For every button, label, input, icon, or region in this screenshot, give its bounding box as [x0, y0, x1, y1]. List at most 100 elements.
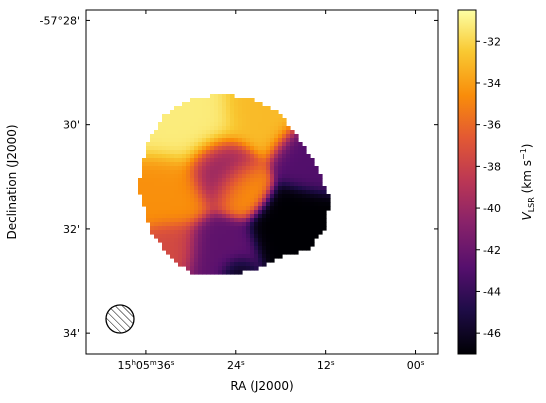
heatmap-cell — [298, 214, 303, 219]
heatmap-cell — [202, 102, 207, 107]
heatmap-cell — [158, 174, 163, 179]
heatmap-cell — [214, 210, 219, 215]
heatmap-cell — [290, 246, 295, 251]
heatmap-cell — [178, 110, 183, 115]
heatmap-cell — [226, 170, 231, 175]
heatmap-cell — [198, 194, 203, 199]
heatmap-cell — [258, 174, 263, 179]
heatmap-cell — [206, 270, 211, 275]
heatmap-cell — [274, 122, 279, 127]
heatmap-cell — [190, 98, 195, 103]
heatmap-cell — [226, 158, 231, 163]
heatmap-cell — [278, 138, 283, 143]
heatmap-cell — [250, 158, 255, 163]
heatmap-cell — [158, 166, 163, 171]
heatmap-cell — [190, 114, 195, 119]
heatmap-cell — [274, 162, 279, 167]
heatmap-cell — [242, 110, 247, 115]
heatmap-cell — [182, 250, 187, 255]
heatmap-cell — [210, 166, 215, 171]
heatmap-cell — [254, 166, 259, 171]
heatmap-cell — [226, 190, 231, 195]
heatmap-cell — [150, 142, 155, 147]
heatmap-cell — [150, 182, 155, 187]
heatmap-cell — [198, 258, 203, 263]
heatmap-cell — [190, 146, 195, 151]
heatmap-cell — [214, 106, 219, 111]
heatmap-cell — [190, 130, 195, 135]
heatmap-cell — [142, 178, 147, 183]
heatmap-cell — [238, 102, 243, 107]
heatmap-cell — [178, 174, 183, 179]
heatmap-cell — [198, 134, 203, 139]
heatmap-cell — [206, 154, 211, 159]
heatmap-cell — [214, 270, 219, 275]
heatmap-cell — [162, 146, 167, 151]
heatmap-cell — [206, 170, 211, 175]
heatmap-cell — [226, 202, 231, 207]
heatmap-cell — [174, 182, 179, 187]
heatmap-cell — [210, 218, 215, 223]
heatmap-cell — [278, 230, 283, 235]
heatmap-cell — [178, 142, 183, 147]
heatmap-cell — [170, 162, 175, 167]
heatmap-cell — [246, 122, 251, 127]
heatmap-cell — [246, 194, 251, 199]
heatmap-cell — [310, 174, 315, 179]
heatmap-cell — [194, 154, 199, 159]
heatmap-cell — [286, 182, 291, 187]
heatmap-cell — [218, 226, 223, 231]
colorbar-label-unit: (km s — [520, 160, 534, 197]
heatmap-cell — [298, 222, 303, 227]
heatmap-cell — [322, 210, 327, 215]
heatmap-cell — [162, 134, 167, 139]
heatmap-cell — [250, 186, 255, 191]
heatmap-cell — [258, 230, 263, 235]
heatmap-cell — [202, 218, 207, 223]
heatmap-cell — [214, 250, 219, 255]
heatmap-cell — [274, 222, 279, 227]
heatmap-cell — [238, 230, 243, 235]
heatmap-cell — [230, 170, 235, 175]
heatmap-cell — [258, 202, 263, 207]
heatmap-cell — [178, 194, 183, 199]
heatmap-cell — [166, 234, 171, 239]
heatmap-cell — [218, 206, 223, 211]
heatmap-cell — [294, 182, 299, 187]
heatmap-cell — [222, 182, 227, 187]
heatmap-cell — [314, 218, 319, 223]
heatmap-cell — [158, 146, 163, 151]
heatmap-cell — [294, 178, 299, 183]
heatmap-cell — [322, 214, 327, 219]
heatmap-cell — [250, 154, 255, 159]
heatmap-cell — [230, 166, 235, 171]
heatmap-cell — [190, 178, 195, 183]
heatmap-cell — [190, 230, 195, 235]
colorbar-tick-label: -32 — [483, 35, 501, 48]
heatmap-cell — [234, 242, 239, 247]
heatmap-cell — [286, 190, 291, 195]
heatmap-cell — [274, 246, 279, 251]
heatmap-cell — [142, 194, 147, 199]
heatmap-cell — [186, 194, 191, 199]
heatmap-cell — [210, 126, 215, 131]
heatmap-cell — [178, 246, 183, 251]
heatmap-cell — [258, 238, 263, 243]
heatmap-cell — [158, 130, 163, 135]
heatmap-cell — [242, 242, 247, 247]
heatmap-cell — [230, 190, 235, 195]
y-tick-label: -57°28' — [40, 14, 81, 27]
heatmap-cell — [150, 134, 155, 139]
heatmap-cell — [174, 154, 179, 159]
heatmap-cell — [210, 226, 215, 231]
heatmap-cell — [214, 150, 219, 155]
heatmap-cell — [266, 110, 271, 115]
heatmap-cell — [210, 122, 215, 127]
heatmap-cell — [154, 218, 159, 223]
heatmap-cell — [178, 210, 183, 215]
heatmap-cell — [222, 198, 227, 203]
heatmap-cell — [202, 166, 207, 171]
heatmap-cell — [254, 194, 259, 199]
heatmap-cell — [206, 250, 211, 255]
heatmap-cell — [178, 154, 183, 159]
